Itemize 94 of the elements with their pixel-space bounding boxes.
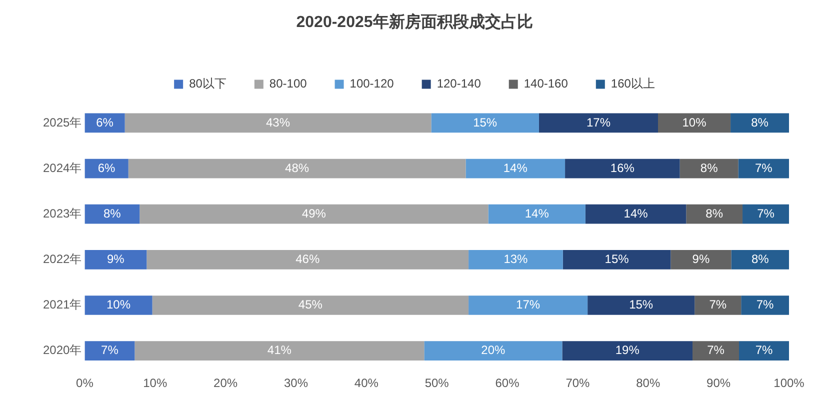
data-label: 13% bbox=[504, 252, 528, 266]
legend-label: 80以下 bbox=[189, 76, 226, 91]
data-label: 17% bbox=[586, 115, 611, 130]
data-label: 19% bbox=[615, 343, 640, 358]
bar bbox=[134, 341, 424, 360]
legend-label: 80-100 bbox=[269, 76, 308, 91]
data-label: 15% bbox=[473, 115, 498, 130]
data-label: 15% bbox=[629, 298, 654, 312]
data-label: 45% bbox=[298, 298, 323, 312]
bar bbox=[585, 204, 686, 224]
data-label: 17% bbox=[516, 298, 540, 312]
y-tick-label: 2024年 bbox=[42, 160, 82, 175]
data-label: 9% bbox=[107, 252, 125, 266]
chart-title: 2020-2025年新房面积段成交占比 bbox=[296, 12, 533, 32]
data-label: 49% bbox=[302, 206, 326, 220]
x-tick-label: 20% bbox=[214, 376, 238, 390]
data-label: 6% bbox=[98, 160, 116, 175]
data-label: 7% bbox=[101, 343, 119, 358]
data-label: 8% bbox=[751, 115, 769, 130]
data-label: 20% bbox=[481, 343, 506, 358]
bar bbox=[565, 158, 680, 178]
y-tick-label: 2020年 bbox=[42, 343, 82, 358]
data-label: 9% bbox=[692, 252, 710, 266]
data-label: 7% bbox=[709, 298, 727, 312]
x-tick-label: 30% bbox=[284, 376, 308, 390]
bar bbox=[84, 250, 147, 270]
bar bbox=[124, 113, 432, 133]
data-label: 16% bbox=[610, 160, 635, 175]
bar bbox=[466, 158, 566, 178]
bar bbox=[738, 158, 789, 178]
x-tick-label: 40% bbox=[354, 376, 379, 390]
bar bbox=[140, 204, 488, 224]
data-label: 48% bbox=[285, 160, 310, 175]
data-label: 7% bbox=[754, 160, 773, 175]
data-label: 43% bbox=[266, 115, 290, 130]
x-tick-label: 70% bbox=[566, 376, 590, 390]
bar bbox=[692, 341, 739, 360]
bar bbox=[742, 204, 789, 224]
bar bbox=[146, 250, 469, 270]
data-label: 7% bbox=[707, 343, 725, 358]
legend-label: 160以上 bbox=[610, 76, 655, 91]
data-label: 10% bbox=[106, 298, 131, 312]
bar bbox=[538, 113, 658, 133]
y-tick-label: 2025年 bbox=[42, 115, 82, 130]
y-tick-label: 2022年 bbox=[42, 252, 82, 266]
data-label: 8% bbox=[700, 160, 718, 175]
bar bbox=[424, 341, 562, 360]
bar bbox=[738, 341, 789, 360]
data-label: 8% bbox=[706, 206, 724, 220]
bar bbox=[488, 204, 586, 224]
y-tick-label: 2021年 bbox=[42, 298, 82, 312]
data-label: 14% bbox=[503, 160, 528, 175]
data-label: 7% bbox=[756, 298, 774, 312]
data-label: 8% bbox=[751, 252, 770, 266]
data-label: 46% bbox=[296, 252, 320, 266]
x-tick-label: 90% bbox=[706, 376, 731, 390]
x-tick-label: 80% bbox=[636, 376, 660, 390]
legend-label: 120-140 bbox=[436, 76, 482, 91]
data-label: 7% bbox=[757, 206, 775, 220]
data-label: 14% bbox=[624, 206, 648, 220]
y-tick-label: 2023年 bbox=[42, 206, 82, 220]
bar bbox=[562, 250, 671, 270]
bar bbox=[84, 204, 140, 224]
x-tick-label: 0% bbox=[76, 376, 94, 390]
bar bbox=[588, 296, 695, 315]
bar bbox=[84, 341, 135, 360]
bar bbox=[431, 113, 539, 133]
bar bbox=[128, 158, 466, 178]
data-label: 41% bbox=[267, 343, 292, 358]
bar bbox=[694, 296, 742, 315]
bar bbox=[741, 296, 789, 315]
x-tick-label: 100% bbox=[774, 376, 805, 390]
bar bbox=[152, 296, 469, 315]
x-tick-label: 60% bbox=[495, 376, 520, 390]
data-label: 8% bbox=[103, 206, 122, 220]
data-label: 7% bbox=[755, 343, 773, 358]
bar bbox=[670, 250, 732, 270]
bar bbox=[731, 250, 789, 270]
bar bbox=[658, 113, 731, 133]
data-label: 15% bbox=[604, 252, 630, 266]
bar bbox=[84, 296, 152, 315]
x-tick-label: 10% bbox=[143, 376, 168, 390]
x-tick-label: 50% bbox=[424, 376, 450, 390]
legend-label: 140-160 bbox=[524, 76, 568, 91]
bar bbox=[468, 250, 563, 270]
bar bbox=[730, 113, 789, 133]
data-label: 10% bbox=[682, 115, 707, 130]
data-label: 14% bbox=[524, 206, 550, 220]
data-label: 6% bbox=[96, 115, 114, 130]
bar bbox=[686, 204, 743, 224]
legend-label: 100-120 bbox=[350, 76, 394, 91]
bar bbox=[562, 341, 693, 360]
bar bbox=[680, 158, 738, 178]
bar bbox=[468, 296, 588, 315]
